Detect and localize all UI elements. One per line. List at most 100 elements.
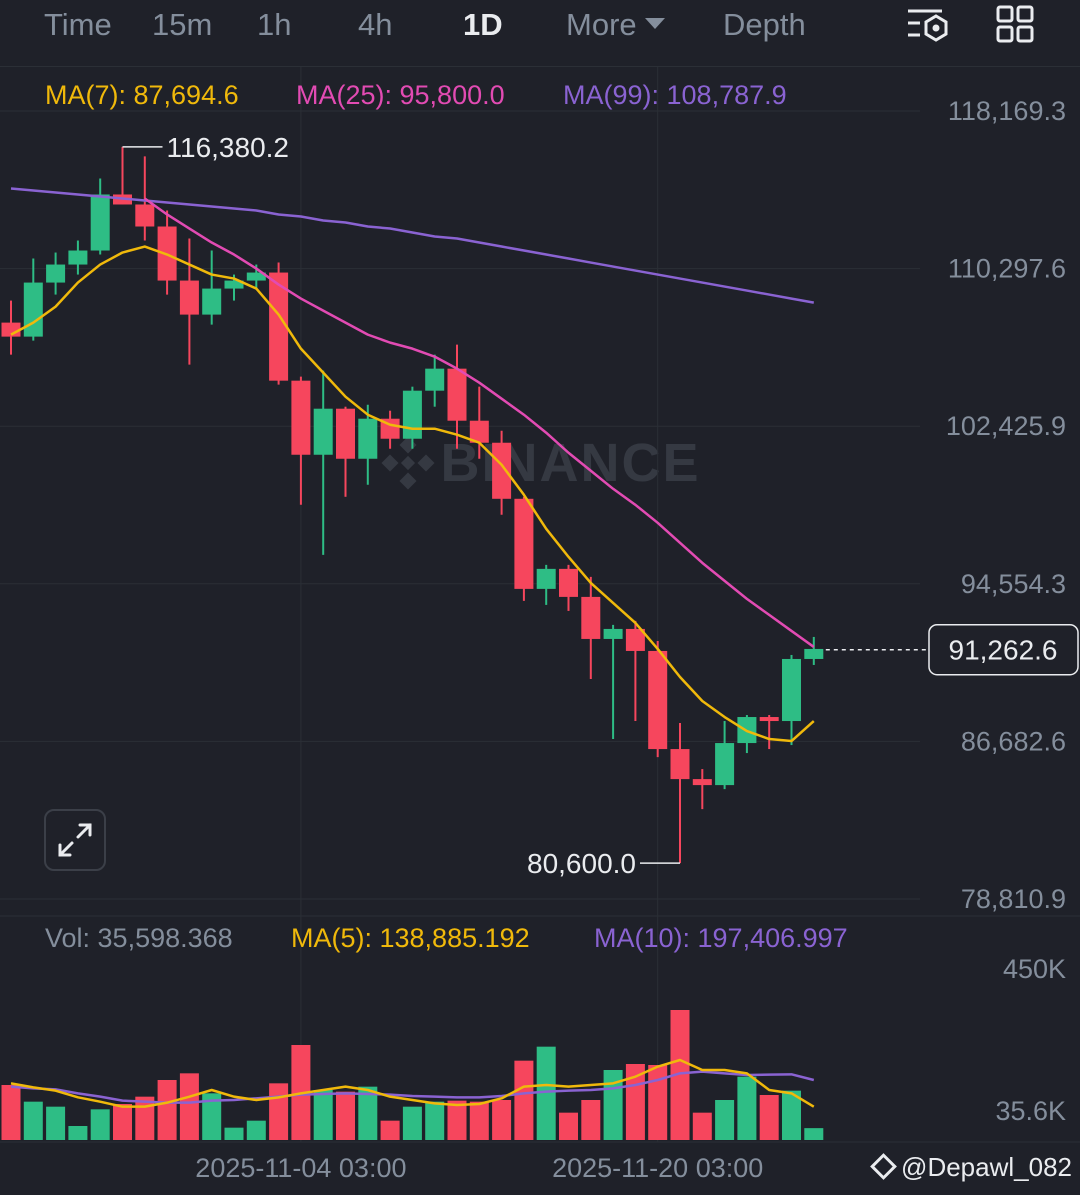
volume-bar: [648, 1065, 668, 1140]
layout-grid-icon[interactable]: [996, 4, 1040, 44]
time-axis-label: 2025-11-04 03:00: [195, 1153, 406, 1183]
volume-bar: [269, 1083, 289, 1140]
volume-bar: [1, 1085, 21, 1140]
candle-body: [447, 368, 467, 421]
ma25-line: [144, 197, 815, 648]
author-handle: @Depawl_082: [901, 1152, 1072, 1182]
volume-ma10-line: [10, 1070, 815, 1104]
volume-bar: [469, 1101, 489, 1140]
candle-body: [625, 628, 645, 651]
ma99-line: [10, 187, 815, 304]
candle-body: [536, 568, 556, 589]
volume-bar: [336, 1091, 355, 1140]
candle-body: [135, 204, 155, 227]
volume-bar: [46, 1106, 66, 1140]
chevron-down-icon: [644, 18, 665, 30]
volume-bar: [113, 1104, 132, 1140]
volume-bar: [447, 1100, 467, 1140]
tab-4h[interactable]: 4h: [358, 7, 393, 42]
volume-bar: [246, 1120, 266, 1140]
chart-settings-icon[interactable]: [906, 4, 950, 44]
volume-axis-label: 35.6K: [995, 1096, 1066, 1126]
candle-body: [269, 272, 289, 381]
tab-depth[interactable]: Depth: [723, 7, 806, 42]
volume-bar: [514, 1060, 534, 1140]
candle-body: [224, 280, 244, 289]
time-axis-label: 2025-11-20 03:00: [552, 1153, 763, 1183]
tab-more-label: More: [566, 7, 637, 42]
tab-15m[interactable]: 15m: [152, 7, 213, 42]
candle-body: [648, 650, 668, 750]
volume-bar: [759, 1095, 779, 1140]
price-axis-label: 86,682.6: [961, 726, 1066, 756]
candle-body: [581, 596, 601, 639]
candle-body: [46, 264, 66, 283]
candle-body: [782, 658, 801, 722]
price-axis-label: 110,297.6: [948, 254, 1066, 284]
candle-body: [313, 408, 333, 455]
candle-body: [670, 749, 690, 780]
price-axis-label: 94,554.3: [961, 569, 1066, 599]
watermark-text: BINANCE: [440, 433, 701, 493]
volume-bar: [492, 1100, 512, 1140]
volume-bar: [692, 1112, 712, 1140]
candle-body: [358, 418, 378, 459]
candle-body: [804, 648, 824, 659]
candle-body: [514, 498, 534, 589]
volume-bar: [68, 1126, 88, 1140]
volume-bar: [804, 1128, 824, 1140]
volume-bar: [23, 1101, 43, 1140]
candle-body: [246, 272, 266, 281]
vol-ma10-legend: MA(10): 197,406.997: [594, 923, 848, 953]
ma7-legend: MA(7): 87,694.6: [45, 80, 239, 110]
tab-1d[interactable]: 1D: [463, 7, 503, 42]
candle-body: [492, 442, 512, 499]
volume-bar: [313, 1090, 333, 1140]
volume-bar: [157, 1080, 177, 1140]
volume-bar: [670, 1010, 690, 1140]
volume-axis-label: 450K: [1003, 954, 1066, 984]
volume-bar: [402, 1106, 422, 1140]
low-price-label: 80,600.0: [527, 848, 636, 879]
tab-1h[interactable]: 1h: [257, 7, 292, 42]
price-axis-label: 118,169.3: [948, 96, 1066, 126]
volume-bar: [782, 1090, 801, 1140]
volume-bar: [224, 1127, 244, 1140]
candle-body: [559, 568, 578, 597]
volume-bar: [202, 1093, 222, 1140]
volume-bar: [581, 1100, 601, 1140]
volume-bar: [179, 1073, 199, 1140]
volume-bar: [536, 1046, 556, 1140]
volume-ma5-line: [10, 1058, 815, 1108]
last-price-box: [928, 623, 1079, 676]
price-axis-label: 102,425.9: [946, 411, 1066, 441]
ma25-legend: MA(25): 95,800.0: [296, 80, 505, 110]
volume-bar: [380, 1120, 400, 1140]
volume-bar: [90, 1109, 110, 1140]
tab-time[interactable]: Time: [44, 7, 112, 42]
high-price-label: 116,380.2: [167, 132, 290, 163]
volume-bar: [425, 1101, 445, 1140]
tab-more[interactable]: More: [566, 4, 665, 46]
candle-body: [759, 717, 779, 722]
volume-bar: [358, 1086, 378, 1140]
candle-body: [469, 420, 489, 443]
volume-bar: [715, 1100, 735, 1140]
expand-icon: [58, 823, 92, 857]
last-price-label: 91,262.6: [949, 635, 1058, 666]
fullscreen-button[interactable]: [44, 809, 106, 871]
volume-bar: [559, 1112, 578, 1140]
candle-body: [90, 194, 110, 251]
candle-body: [23, 282, 43, 337]
vol-ma5-legend: MA(5): 138,885.192: [291, 923, 530, 953]
author-credit: @Depawl_082: [870, 1152, 1072, 1183]
candle-body: [179, 280, 199, 315]
binance-watermark: BINANCE: [380, 432, 701, 493]
candle-body: [402, 390, 422, 439]
candle-body: [425, 368, 445, 391]
ma7-line: [10, 245, 815, 743]
ma99-legend: MA(99): 108,787.9: [563, 80, 787, 110]
volume-bar: [737, 1076, 757, 1140]
candle-body: [68, 250, 88, 265]
